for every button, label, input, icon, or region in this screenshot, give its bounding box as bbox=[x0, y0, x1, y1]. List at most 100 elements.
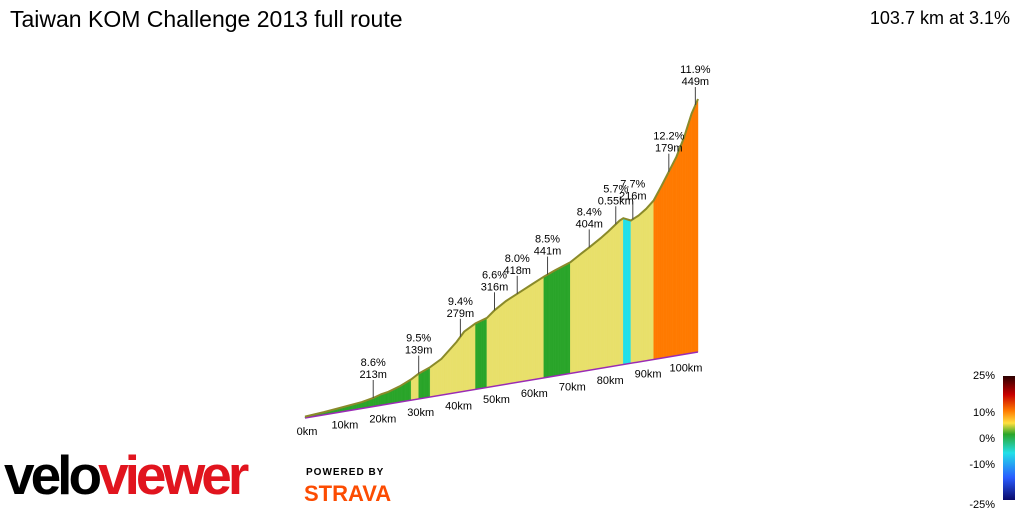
grade-strip bbox=[545, 274, 548, 378]
grade-strip bbox=[518, 291, 522, 383]
grade-strip bbox=[683, 131, 687, 355]
grade-strip bbox=[623, 217, 626, 365]
x-tick-label: 70km bbox=[559, 381, 586, 393]
grade-strip bbox=[634, 216, 637, 363]
powered-by-label: POWERED BY bbox=[306, 467, 385, 478]
grade-strip bbox=[446, 349, 450, 395]
grade-strip bbox=[539, 277, 543, 379]
grade-strip bbox=[615, 221, 618, 367]
grade-scale-legend: 25% 10% 0% -10% -25% bbox=[969, 370, 1015, 511]
grade-strip bbox=[515, 293, 518, 383]
grade-scale-label: 0% bbox=[979, 433, 995, 445]
grade-strip bbox=[399, 384, 402, 403]
logo-velo-text: velo bbox=[4, 444, 102, 506]
grade-strip bbox=[429, 365, 433, 398]
grade-strip bbox=[486, 315, 489, 388]
grade-strip bbox=[390, 389, 393, 404]
grade-strip bbox=[509, 297, 512, 384]
grade-strip bbox=[670, 164, 673, 357]
grade-strip bbox=[450, 345, 453, 394]
grade-strip bbox=[433, 362, 436, 397]
annotation-length: 449m bbox=[682, 76, 710, 88]
annotation-grade: 8.0% bbox=[505, 253, 530, 265]
grade-strip bbox=[587, 247, 590, 371]
annotation-grade: 8.5% bbox=[535, 234, 560, 246]
grade-strip bbox=[543, 275, 546, 379]
grade-strip bbox=[598, 237, 601, 369]
grade-strip bbox=[577, 254, 580, 373]
grade-strip bbox=[579, 252, 582, 373]
grade-strip bbox=[672, 160, 675, 357]
grade-strip bbox=[596, 239, 599, 370]
grade-strip bbox=[462, 330, 465, 392]
grade-strip bbox=[602, 234, 605, 369]
grade-strip bbox=[693, 104, 696, 354]
grade-strip bbox=[541, 276, 544, 379]
grade-strip bbox=[482, 318, 486, 389]
grade-strip bbox=[520, 289, 524, 382]
annotation-length: 216m bbox=[619, 190, 647, 202]
grade-strip bbox=[659, 186, 662, 359]
grade-strip bbox=[632, 217, 635, 364]
grade-strip bbox=[606, 231, 609, 368]
grade-strip bbox=[511, 295, 514, 384]
grade-strip bbox=[500, 303, 503, 386]
grade-strip bbox=[412, 376, 416, 401]
grade-strip bbox=[689, 113, 692, 354]
grade-strip bbox=[445, 352, 448, 395]
grade-strip bbox=[668, 167, 671, 358]
grade-strip bbox=[492, 309, 495, 387]
grade-strip bbox=[653, 196, 656, 360]
grade-strip bbox=[594, 240, 597, 370]
grade-strip bbox=[608, 229, 611, 368]
grade-strip bbox=[547, 273, 550, 378]
grade-strip bbox=[575, 255, 579, 373]
grade-strip bbox=[428, 366, 431, 398]
grade-strip bbox=[467, 327, 471, 391]
grade-strip bbox=[664, 175, 668, 358]
grade-strip bbox=[554, 268, 558, 377]
grade-strip bbox=[583, 249, 586, 372]
annotation-grade: 8.4% bbox=[577, 206, 602, 218]
grade-strip bbox=[488, 313, 491, 388]
annotation-length: 179m bbox=[655, 143, 683, 155]
x-tick-label: 30km bbox=[407, 407, 434, 419]
grade-strip bbox=[410, 377, 414, 401]
grade-strip bbox=[424, 368, 427, 399]
grade-strip bbox=[471, 324, 474, 391]
grade-strip bbox=[553, 269, 556, 377]
grade-strip bbox=[649, 201, 652, 361]
grade-strip bbox=[687, 119, 690, 354]
grade-strip bbox=[611, 225, 615, 367]
grade-strip bbox=[560, 265, 563, 376]
grade-scale-label: -25% bbox=[969, 499, 995, 511]
grade-strip bbox=[441, 356, 444, 396]
strava-logo: STRAVA bbox=[304, 481, 392, 506]
grade-scale-label: 25% bbox=[973, 370, 995, 382]
grade-strip bbox=[676, 151, 679, 356]
grade-strip bbox=[393, 387, 397, 404]
grade-strip bbox=[558, 266, 561, 376]
grade-strip bbox=[528, 284, 531, 381]
annotation-grade: 5.7% bbox=[603, 183, 628, 195]
grade-strip bbox=[662, 179, 666, 359]
grade-strip bbox=[380, 393, 383, 406]
grade-strip bbox=[680, 142, 683, 356]
grade-strip bbox=[590, 243, 594, 371]
grade-strip bbox=[473, 323, 476, 390]
route-summary: 103.7 km at 3.1% bbox=[869, 8, 1010, 28]
grade-strip bbox=[570, 260, 573, 374]
grade-strip bbox=[572, 258, 575, 374]
grade-strip bbox=[566, 262, 569, 375]
annotation-grade: 12.2% bbox=[653, 131, 684, 143]
grade-strip bbox=[435, 361, 438, 397]
page-title: Taiwan KOM Challenge 2013 full route bbox=[10, 6, 403, 32]
grade-strip bbox=[619, 219, 622, 366]
veloviewer-logo: veloviewer bbox=[4, 448, 249, 503]
x-tick-label: 40km bbox=[445, 401, 472, 413]
x-tick-label: 0km bbox=[297, 426, 318, 438]
annotation-grade: 9.5% bbox=[406, 333, 431, 345]
grade-strip bbox=[636, 215, 639, 363]
grade-scale-label: 10% bbox=[973, 407, 995, 419]
grade-strip bbox=[562, 264, 565, 375]
